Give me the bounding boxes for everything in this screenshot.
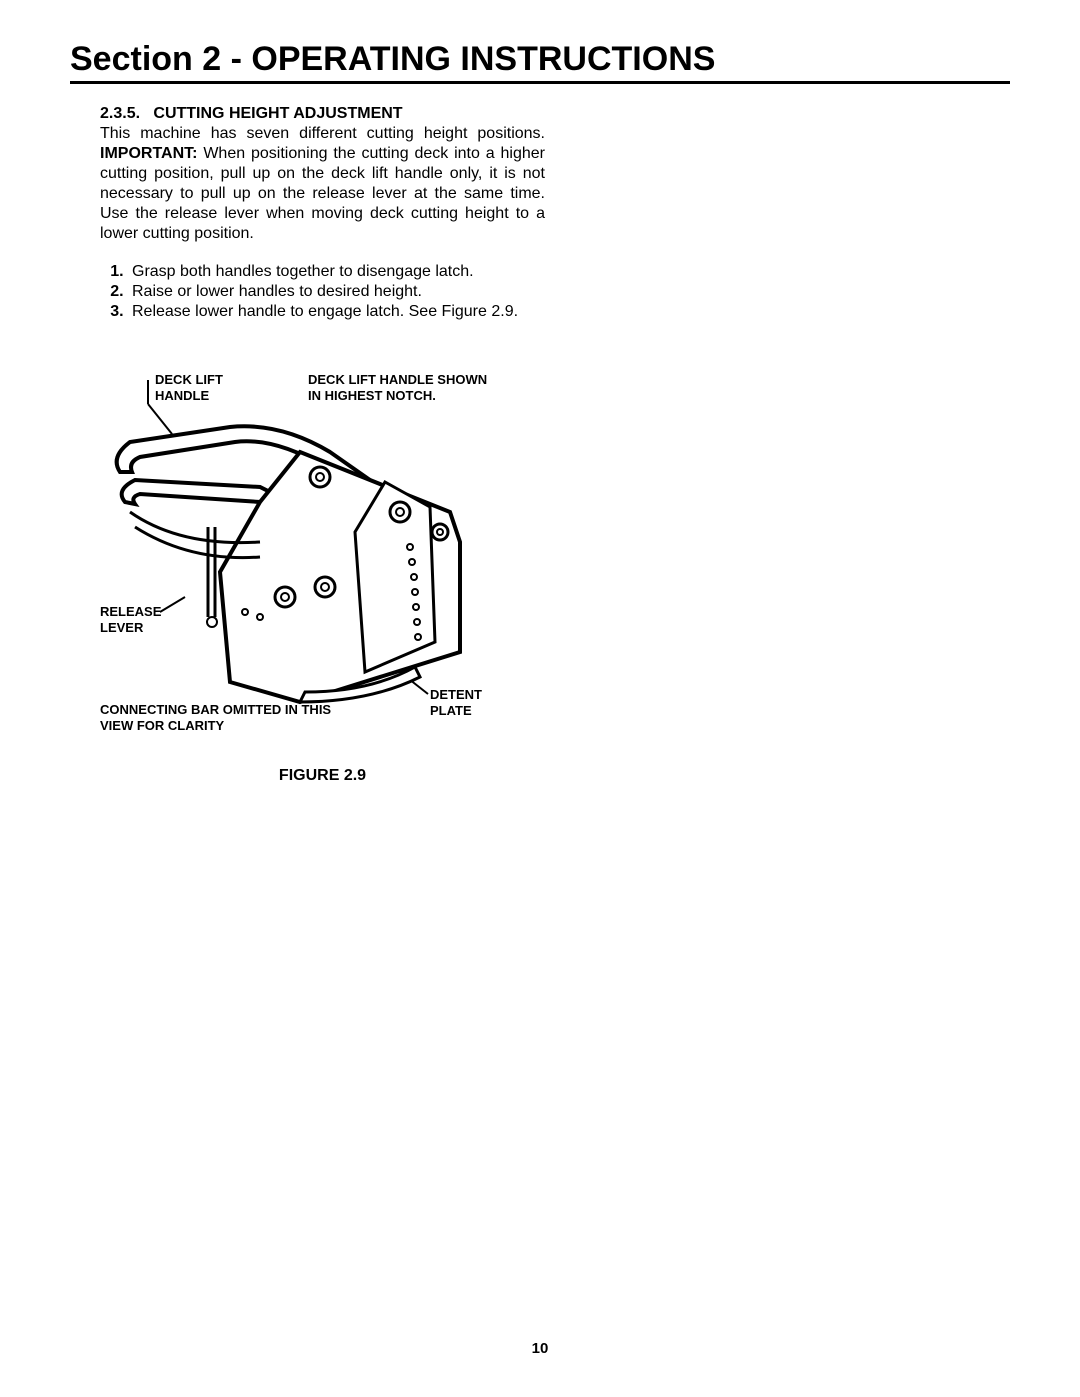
step-item: Grasp both handles together to disengage… <box>128 262 545 282</box>
important-label: IMPORTANT: <box>100 145 197 162</box>
subsection-number: 2.3.5. <box>100 105 140 122</box>
content-column: 2.3.5. CUTTING HEIGHT ADJUSTMENT This ma… <box>100 104 545 322</box>
subsection-paragraph: 2.3.5. CUTTING HEIGHT ADJUSTMENT This ma… <box>100 104 545 244</box>
step-item: Raise or lower handles to desired height… <box>128 282 545 302</box>
steps-list: Grasp both handles together to disengage… <box>100 262 545 322</box>
deck-lift-diagram <box>100 372 545 752</box>
figure-2-9: DECK LIFT HANDLE DECK LIFT HANDLE SHOWN … <box>100 372 545 752</box>
section-title: Section 2 - OPERATING INSTRUCTIONS <box>70 40 1010 84</box>
page: Section 2 - OPERATING INSTRUCTIONS 2.3.5… <box>0 0 1080 1397</box>
step-item: Release lower handle to engage latch. Se… <box>128 302 545 322</box>
page-number: 10 <box>0 1340 1080 1357</box>
figure-caption: FIGURE 2.9 <box>100 767 545 785</box>
subsection-title: CUTTING HEIGHT ADJUSTMENT <box>153 105 402 122</box>
intro-pre: This machine has seven different cutting… <box>100 125 545 142</box>
